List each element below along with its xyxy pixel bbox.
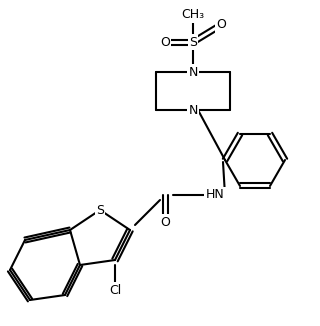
Text: HN: HN <box>206 188 224 201</box>
Text: N: N <box>188 103 198 116</box>
Text: S: S <box>96 203 104 216</box>
Text: Cl: Cl <box>109 284 121 297</box>
Text: O: O <box>160 215 170 229</box>
Text: S: S <box>189 36 197 49</box>
Text: CH₃: CH₃ <box>181 8 204 22</box>
Text: O: O <box>216 19 226 32</box>
Text: O: O <box>160 36 170 49</box>
Text: N: N <box>188 66 198 79</box>
